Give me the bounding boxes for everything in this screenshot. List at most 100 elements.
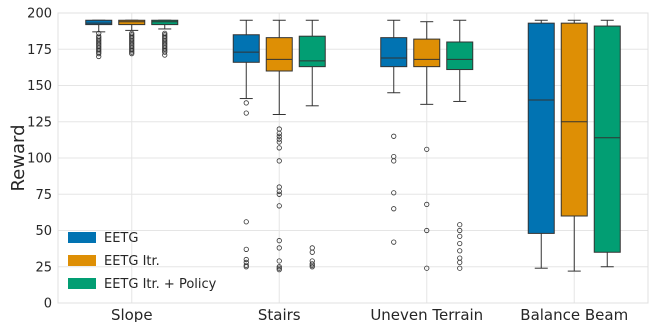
outlier-point [276, 145, 282, 151]
outlier-point [276, 245, 282, 251]
outlier-point [129, 50, 135, 57]
y-tick-label: 150 [27, 79, 52, 94]
outlier-point [391, 190, 397, 196]
box-0-1 [118, 19, 146, 57]
legend-entry: EETG [68, 231, 138, 246]
box-iqr [298, 35, 326, 68]
x-tick-label: Balance Beam [520, 306, 628, 322]
y-tick-label: 50 [35, 224, 52, 239]
outlier-point [243, 246, 249, 252]
outlier-point [424, 146, 430, 152]
axis-layer: 0 25 50 75 100 125 150 175 200 Slope Stairs Uneven … [27, 7, 628, 322]
box-0-0 [85, 19, 113, 60]
box-iqr [380, 37, 408, 68]
y-tick-label: 100 [27, 152, 52, 167]
outlier-point [162, 52, 168, 58]
legend-label: EETG Itr. [104, 254, 160, 269]
outlier-point [243, 256, 249, 263]
box-2-0 [380, 19, 408, 245]
y-tick-label: 200 [27, 7, 52, 22]
y-tick-label: 175 [27, 43, 52, 58]
box-1-0 [232, 19, 260, 270]
outlier-point [243, 262, 249, 268]
x-tick-label: Slope [111, 306, 153, 322]
box-iqr [85, 19, 113, 26]
plot-frame [57, 12, 649, 304]
box-1-1 [265, 19, 293, 273]
legend-swatch [68, 278, 96, 289]
legend-entry: EETG Itr. + Policy [68, 277, 217, 292]
outlier-point [457, 248, 463, 254]
outlier-point [309, 245, 315, 251]
legend: EETG EETG Itr. EETG Itr. + Policy [68, 231, 217, 292]
outlier-point [457, 240, 463, 247]
outlier-point [309, 262, 315, 268]
box-3-1 [560, 19, 588, 272]
box-iqr [151, 19, 179, 26]
outlier-point [276, 203, 282, 209]
outlier-point [96, 48, 102, 54]
box-iqr [265, 37, 293, 72]
box-3-0 [527, 19, 555, 269]
outlier-point [391, 206, 397, 212]
outlier-point [276, 188, 282, 194]
outlier-point [243, 219, 249, 225]
outlier-point [276, 264, 282, 270]
outlier-point [96, 50, 102, 57]
y-axis-title: Reward [8, 124, 29, 191]
outlier-point [276, 238, 282, 244]
box-iqr [527, 22, 555, 234]
legend-swatch [68, 232, 96, 243]
outlier-point [457, 259, 463, 265]
outlier-point [276, 258, 282, 264]
plot-border [57, 12, 649, 304]
outlier-point [243, 264, 249, 270]
outlier-point [391, 133, 397, 139]
outlier-point [309, 249, 315, 255]
box-iqr [593, 25, 621, 253]
box-3-2 [593, 19, 621, 268]
box-2-2 [446, 19, 474, 271]
outlier-point [424, 265, 430, 271]
outlier-point [276, 136, 282, 142]
y-tick-label: 75 [35, 188, 52, 203]
outlier-point [276, 158, 282, 164]
legend-entry: EETG Itr. [68, 254, 160, 269]
outlier-point [457, 227, 463, 234]
outlier-point [276, 133, 282, 139]
outlier-point [162, 49, 168, 55]
outlier-point [276, 267, 282, 273]
legend-label: EETG Itr. + Policy [104, 277, 217, 292]
y-tick-label: 0 [44, 297, 52, 312]
outlier-point [309, 264, 315, 270]
y-tick-label: 25 [35, 260, 52, 275]
legend-swatch [68, 255, 96, 266]
outlier-point [162, 46, 168, 52]
outlier-point [243, 110, 249, 116]
box-0-2 [151, 19, 179, 58]
outlier-point [391, 239, 397, 245]
box-iqr [118, 19, 146, 26]
outlier-point [243, 100, 249, 106]
box-iqr [413, 38, 441, 68]
outlier-point [391, 158, 397, 164]
outlier-point [457, 233, 463, 239]
outlier-point [129, 49, 135, 55]
x-tick-label: Uneven Terrain [370, 306, 483, 322]
box-2-1 [413, 21, 441, 271]
box-iqr [560, 22, 588, 217]
outlier-point [96, 53, 102, 60]
outlier-point [457, 255, 463, 261]
outlier-point [424, 201, 430, 207]
legend-label: EETG [104, 231, 138, 246]
outlier-point [276, 139, 282, 145]
outlier-point [457, 222, 463, 228]
box-1-2 [298, 19, 326, 270]
box-iqr [446, 41, 474, 71]
outlier-point [309, 261, 315, 267]
x-tick-label: Stairs [258, 306, 301, 322]
outlier-point [424, 227, 430, 234]
outlier-point [129, 48, 135, 54]
outlier-point [457, 265, 463, 271]
